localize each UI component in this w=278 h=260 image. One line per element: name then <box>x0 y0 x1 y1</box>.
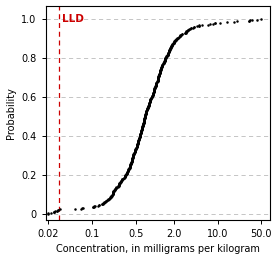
Y-axis label: Probability: Probability <box>6 87 16 139</box>
X-axis label: Concentration, in milligrams per kilogram: Concentration, in milligrams per kilogra… <box>56 244 260 255</box>
Text: LLD: LLD <box>63 14 85 24</box>
